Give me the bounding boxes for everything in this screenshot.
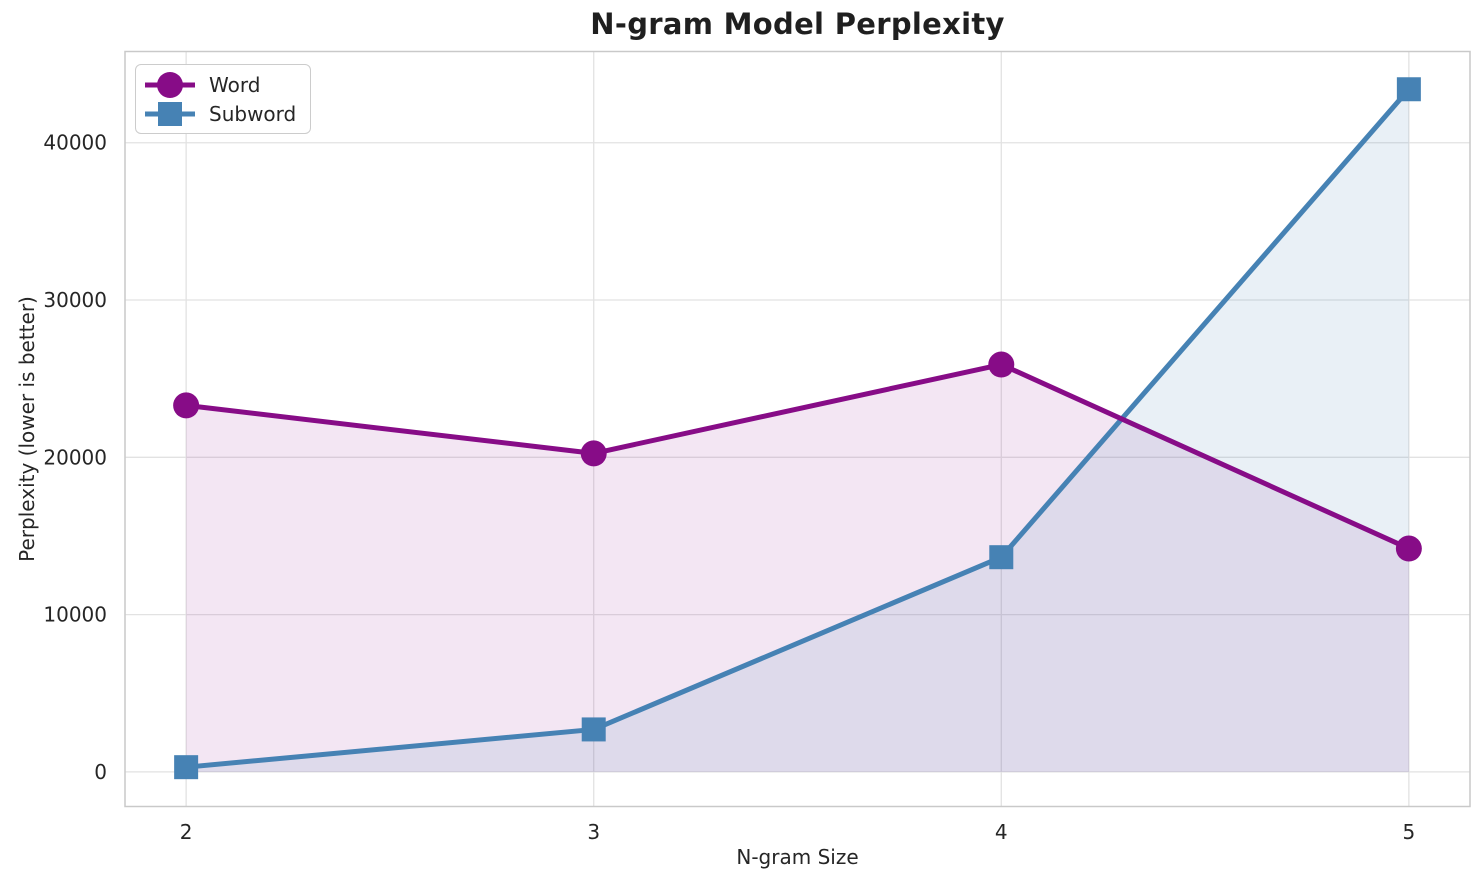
x-axis-label: N-gram Size: [736, 845, 859, 869]
subword-data-point-5: [1396, 77, 1421, 102]
subword-data-point-2: [174, 755, 199, 780]
word-series-marker-icon: [145, 71, 195, 98]
subword-series-line: [185, 87, 1411, 770]
y-tick-label: 10000: [43, 603, 107, 627]
legend-item-word: Word: [144, 70, 296, 99]
word-series-line: [185, 362, 1410, 551]
y-tick-label: 40000: [43, 131, 107, 155]
plot-border: [124, 50, 1471, 808]
legend: Word Subword: [135, 64, 312, 134]
chart-title: N-gram Model Perplexity: [590, 7, 1005, 41]
word-data-point-3: [580, 440, 607, 467]
x-tick-label: 3: [587, 820, 600, 844]
legend-label-subword: Subword: [209, 101, 297, 126]
word-data-point-5: [1395, 535, 1422, 562]
y-tick-label: 0: [94, 760, 107, 784]
y-tick-label: 20000: [43, 445, 107, 469]
word-data-point-4: [988, 351, 1015, 378]
x-tick-label: 2: [180, 820, 193, 844]
x-tick-label: 4: [995, 820, 1008, 844]
subword-area-fill: [186, 89, 1409, 772]
subword-data-point-3: [581, 717, 606, 742]
subword-data-point-4: [989, 545, 1014, 570]
x-tick-label: 5: [1402, 820, 1415, 844]
word-area-fill: [186, 364, 1409, 772]
subword-series-marker-icon: [145, 101, 195, 126]
y-tick-label: 30000: [43, 288, 107, 312]
y-axis-label: Perplexity (lower is better): [15, 296, 39, 562]
word-data-point-2: [173, 392, 200, 419]
legend-item-subword: Subword: [144, 99, 296, 128]
legend-label-word: Word: [209, 72, 261, 97]
